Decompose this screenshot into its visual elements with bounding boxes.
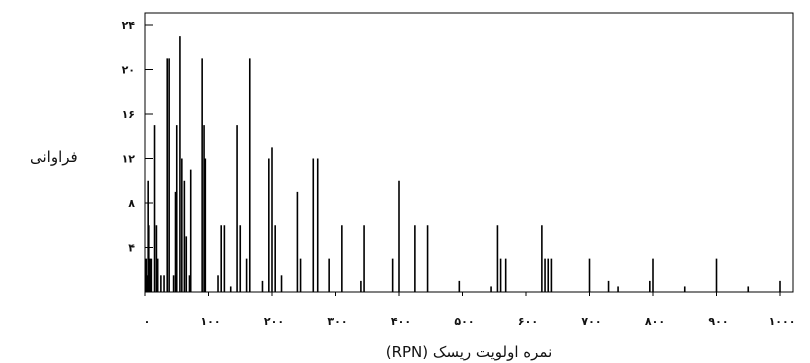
y-tick-label-1: ۸ — [128, 197, 135, 210]
x-tick-label-0: ۰ — [144, 315, 151, 328]
x-tick-label-6: ۶۰۰ — [518, 315, 538, 328]
x-tick-label-2: ۲۰۰ — [264, 315, 284, 328]
x-tick-label-10: ۱۰۰۰ — [769, 315, 796, 328]
x-tick-label-4: ۴۰۰ — [391, 315, 411, 328]
y-axis: ۴ ۸ ۱۲ ۱۶ ۲۰ ۲۴ — [122, 19, 153, 255]
x-axis: ۰ ۱۰۰ ۲۰۰ ۳۰۰ ۴۰۰ ۵۰۰ ۶۰۰ ۷۰۰ ۸۰۰ ۹۰۰ ۱۰۰۰ — [144, 292, 796, 328]
x-tick-label-7: ۷۰۰ — [581, 315, 601, 328]
bar-series — [145, 36, 781, 292]
x-tick-label-9: ۹۰۰ — [708, 315, 728, 328]
plot-frame — [144, 12, 794, 293]
y-axis-title: فراوانی — [30, 148, 78, 166]
y-tick-label-0: ۴ — [128, 242, 135, 255]
x-tick-label-3: ۳۰۰ — [327, 315, 347, 328]
y-tick-label-2: ۱۲ — [122, 153, 136, 166]
y-tick-label-3: ۱۶ — [122, 108, 135, 121]
y-tick-label-5: ۲۴ — [122, 19, 136, 32]
x-tick-label-8: ۸۰۰ — [645, 315, 665, 328]
x-tick-label-1: ۱۰۰ — [200, 315, 220, 328]
x-tick-label-5: ۵۰۰ — [454, 315, 474, 328]
x-axis-title: نمره اولویت ریسک (RPN) — [386, 343, 553, 361]
y-tick-label-4: ۲۰ — [122, 64, 135, 77]
